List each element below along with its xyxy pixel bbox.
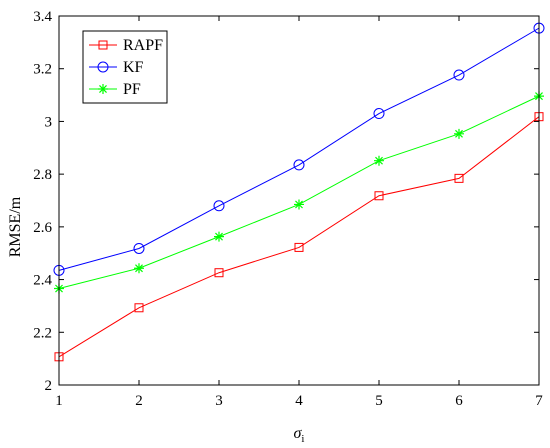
x-tick-label: 2 (135, 393, 143, 409)
y-tick-label: 2 (45, 378, 53, 394)
y-tick-label: 2.8 (33, 167, 52, 183)
y-tick-label: 2.6 (33, 220, 52, 236)
legend-marker-pf (98, 84, 108, 94)
data-point-kf (133, 242, 145, 254)
legend-label-kf: KF (123, 59, 144, 76)
series-layer (53, 22, 545, 362)
x-tick-label: 1 (55, 393, 63, 409)
legend-marker-kf (97, 61, 109, 73)
x-tick-label: 6 (455, 393, 463, 409)
x-tick-label: 4 (295, 393, 303, 409)
y-tick-label: 3.4 (33, 9, 52, 25)
data-point-kf (373, 108, 385, 120)
y-axis-title: RMSE/m (7, 196, 24, 257)
data-point-kf (453, 69, 465, 81)
y-tick-label: 3 (45, 114, 53, 130)
legend-marker-rapf (98, 40, 108, 50)
series-line-kf (58, 27, 540, 271)
x-axis-title-symbol: σ (294, 425, 303, 442)
data-point-pf (134, 263, 144, 274)
data-point-kf (213, 200, 225, 212)
x-axis-title-subscript: i (301, 433, 304, 445)
x-axis-title: σi (294, 425, 305, 445)
y-tick-label: 2.4 (33, 273, 52, 289)
data-point-rapf (294, 242, 304, 252)
axes-layer: 1 2 3 4 5 6 722.22.42.62.833.23.4 (33, 9, 543, 409)
data-point-pf (374, 155, 384, 166)
data-point-rapf (454, 173, 464, 183)
data-point-pf (454, 128, 464, 139)
data-point-rapf (134, 303, 144, 313)
legend-label-pf: PF (123, 81, 141, 98)
data-point-kf (293, 159, 305, 171)
x-tick-label: 7 (535, 393, 543, 409)
x-tick-label: 3 (215, 393, 223, 409)
data-point-pf (214, 231, 224, 242)
data-point-rapf (374, 191, 384, 201)
series-line-rapf (58, 116, 540, 358)
legend-label-rapf: RAPF (123, 37, 163, 54)
data-point-pf (294, 199, 304, 210)
legend: RAPF KF PF (82, 30, 168, 104)
data-point-rapf (214, 268, 224, 278)
y-tick-label: 2.2 (33, 325, 52, 341)
y-tick-label: 3.2 (33, 62, 52, 78)
series-kf (53, 22, 545, 276)
x-tick-label: 5 (375, 393, 383, 409)
